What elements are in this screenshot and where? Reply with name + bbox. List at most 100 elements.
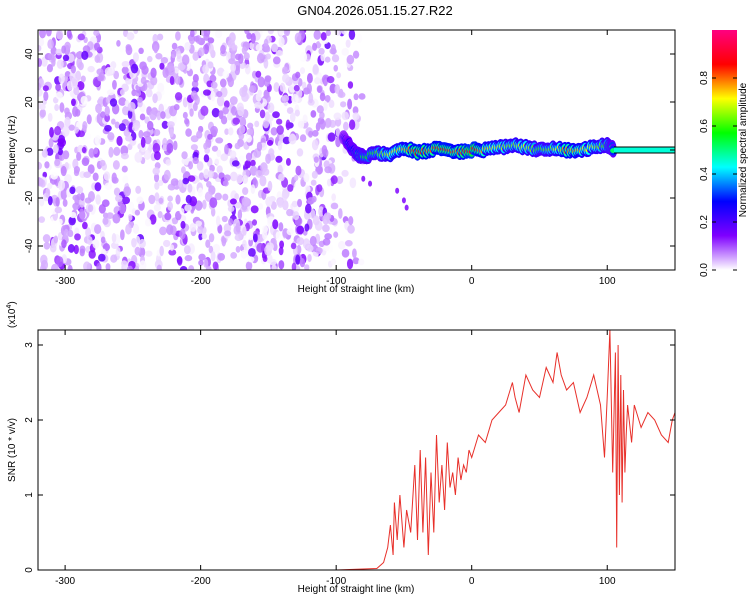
- noise-cell: [110, 254, 118, 263]
- noise-cell: [43, 241, 51, 250]
- noise-cell: [127, 213, 133, 221]
- noise-cell: [341, 248, 350, 258]
- noise-cell: [152, 93, 158, 104]
- noise-cell: [250, 184, 256, 195]
- noise-cell: [224, 144, 229, 155]
- noise-cell: [79, 198, 85, 208]
- noise-cell: [69, 90, 75, 98]
- noise-cell: [181, 151, 188, 160]
- spectrogram-ylabel: Frequency (Hz): [7, 116, 18, 185]
- noise-cell: [44, 161, 50, 169]
- noise-cell: [104, 67, 113, 77]
- noise-cell: [101, 199, 110, 208]
- noise-cell: [95, 103, 102, 114]
- noise-cell: [169, 76, 175, 86]
- spectrogram-y-ticks: -40 -20 0 20 40: [24, 48, 675, 253]
- noise-cell: [312, 215, 320, 226]
- noise-cell: [244, 63, 251, 75]
- noise-cell: [120, 260, 128, 267]
- noise-cell: [203, 168, 210, 179]
- noise-cell: [126, 265, 133, 270]
- noise-cell: [201, 233, 208, 240]
- noise-cell: [228, 218, 234, 226]
- noise-cell: [69, 211, 77, 219]
- noise-cell: [347, 224, 355, 234]
- noise-cell: [108, 146, 114, 158]
- noise-cell: [162, 67, 169, 79]
- noise-cell: [154, 192, 160, 202]
- noise-cell: [324, 56, 331, 63]
- y-tick-label: 40: [24, 48, 35, 60]
- noise-cell: [62, 125, 70, 137]
- noise-cell: [262, 168, 270, 176]
- noise-cell: [159, 245, 164, 257]
- noise-cell: [245, 152, 253, 162]
- noise-cell: [55, 197, 60, 207]
- noise-cell: [138, 129, 144, 139]
- noise-cell: [179, 265, 188, 270]
- noise-cell: [287, 184, 294, 192]
- noise-cell: [221, 215, 228, 223]
- noise-cell: [275, 155, 283, 163]
- noise-cell: [324, 95, 331, 103]
- noise-cell: [202, 64, 210, 74]
- noise-cell: [127, 109, 133, 120]
- noise-cell: [105, 263, 111, 270]
- snr-multiplier-exp: 4: [6, 305, 13, 309]
- noise-cell: [123, 186, 132, 197]
- noise-cell: [94, 224, 102, 235]
- noise-cell: [106, 212, 114, 219]
- noise-cell: [254, 120, 260, 128]
- noise-cell: [113, 70, 120, 80]
- noise-cell: [154, 181, 160, 190]
- x-tick-label: 0: [469, 576, 475, 587]
- noise-cell: [164, 212, 172, 221]
- noise-cell: [149, 110, 157, 121]
- noise-cell: [230, 252, 238, 259]
- noise-cell: [190, 90, 198, 101]
- noise-cell: [113, 187, 121, 197]
- noise-cell: [216, 95, 225, 107]
- noise-cell: [330, 175, 338, 185]
- noise-cell: [240, 249, 248, 259]
- noise-cell: [257, 89, 262, 97]
- colorbar-tick-label: 0.8: [699, 71, 710, 85]
- noise-cell: [132, 223, 140, 234]
- noise-cell: [215, 215, 221, 227]
- y-tick-label: 1: [24, 492, 35, 498]
- noise-cell: [358, 258, 365, 266]
- noise-cell: [252, 233, 258, 243]
- noise-cell: [62, 198, 68, 207]
- noise-cell: [87, 204, 94, 212]
- noise-cell: [341, 169, 349, 177]
- noise-cell: [296, 244, 302, 255]
- noise-cell: [322, 244, 330, 252]
- noise-cell: [72, 202, 81, 210]
- noise-cell: [258, 203, 264, 210]
- noise-cell: [248, 238, 254, 247]
- noise-cell: [39, 108, 46, 118]
- noise-cell: [234, 142, 241, 150]
- noise-cell: [278, 222, 284, 232]
- noise-cell: [262, 255, 268, 262]
- noise-cell: [292, 211, 300, 221]
- noise-cell: [353, 93, 359, 101]
- noise-cell: [39, 30, 47, 39]
- noise-cell: [293, 84, 300, 92]
- noise-cell: [127, 101, 136, 112]
- stray-cell: [368, 180, 373, 187]
- noise-cell: [224, 128, 229, 135]
- noise-cell: [64, 107, 70, 115]
- noise-cell: [39, 103, 46, 110]
- y-tick-label: 3: [24, 342, 35, 348]
- noise-cell: [61, 45, 67, 54]
- noise-cell: [348, 119, 356, 130]
- noise-cell: [175, 194, 181, 205]
- noise-cell: [153, 129, 161, 136]
- noise-cell: [119, 45, 125, 53]
- noise-cell: [336, 176, 344, 185]
- noise-cell: [273, 82, 280, 93]
- noise-cell: [154, 222, 161, 230]
- noise-cell: [197, 187, 203, 198]
